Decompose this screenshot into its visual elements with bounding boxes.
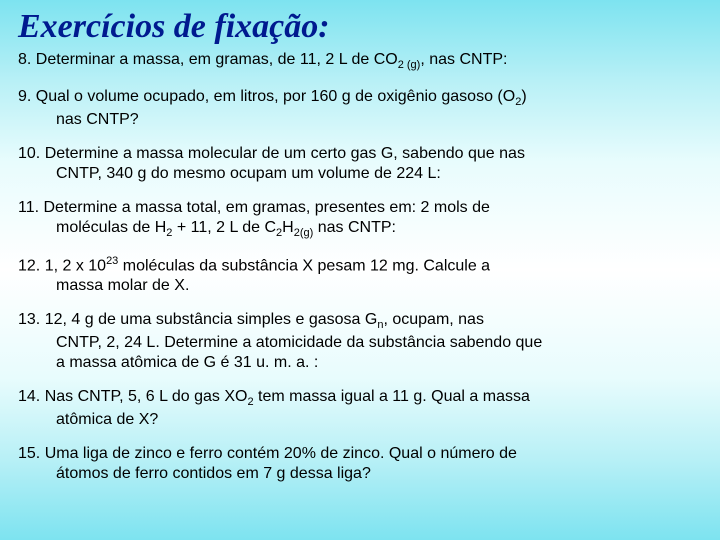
q9-text-a: 9. Qual o volume ocupado, em litros, por… (18, 88, 515, 105)
q15-line1: 15. Uma liga de zinco e ferro contém 20%… (18, 445, 517, 462)
q12-line2: massa molar de X. (18, 276, 702, 296)
q9-line2: nas CNTP? (18, 110, 702, 130)
page-title: Exercícios de fixação: (18, 8, 702, 46)
q12-l1a: 12. 1, 2 x 10 (18, 257, 106, 274)
q8-sub1: 2 (g) (398, 59, 421, 71)
q11-line2: moléculas de H2 + 11, 2 L de C2H2(g) nas… (18, 218, 702, 241)
q15-line2: átomos de ferro contidos em 7 g dessa li… (18, 464, 702, 484)
q12-l1b: moléculas da substância X pesam 12 mg. C… (118, 257, 490, 274)
q11-l2b: + 11, 2 L de C (172, 219, 276, 236)
question-11: 11. Determine a massa total, em gramas, … (18, 198, 702, 241)
q10-line2: CNTP, 340 g do mesmo ocupam um volume de… (18, 164, 702, 184)
q8-text-a: 8. Determinar a massa, em gramas, de 11,… (18, 51, 398, 68)
question-13: 13. 12, 4 g de uma substância simples e … (18, 310, 702, 373)
q12-sup1: 23 (106, 255, 118, 267)
q11-l2a: moléculas de H (56, 219, 166, 236)
question-10: 10. Determine a massa molecular de um ce… (18, 144, 702, 184)
q10-line1: 10. Determine a massa molecular de um ce… (18, 145, 525, 162)
q14-l1b: tem massa igual a 11 g. Qual a massa (254, 388, 530, 405)
q8-text-b: , nas CNTP: (420, 51, 507, 68)
q13-line2: CNTP, 2, 24 L. Determine a atomicidade d… (18, 333, 702, 353)
question-15: 15. Uma liga de zinco e ferro contém 20%… (18, 444, 702, 484)
question-8: 8. Determinar a massa, em gramas, de 11,… (18, 50, 702, 73)
q11-l2c: H (282, 219, 294, 236)
q11-sub3: 2(g) (294, 227, 314, 239)
q13-line3: a massa atômica de G é 31 u. m. a. : (18, 353, 702, 373)
question-14: 14. Nas CNTP, 5, 6 L do gas XO2 tem mass… (18, 387, 702, 430)
q11-line1: 11. Determine a massa total, em gramas, … (18, 199, 490, 216)
q9-text-b: ) (521, 88, 526, 105)
q13-l1a: 13. 12, 4 g de uma substância simples e … (18, 311, 377, 328)
q13-l1b: , ocupam, nas (383, 311, 484, 328)
q14-l1a: 14. Nas CNTP, 5, 6 L do gas XO (18, 388, 247, 405)
question-12: 12. 1, 2 x 1023 moléculas da substância … (18, 255, 702, 296)
q14-line2: atômica de X? (18, 410, 702, 430)
q11-l2d: nas CNTP: (313, 219, 396, 236)
question-9: 9. Qual o volume ocupado, em litros, por… (18, 87, 702, 130)
